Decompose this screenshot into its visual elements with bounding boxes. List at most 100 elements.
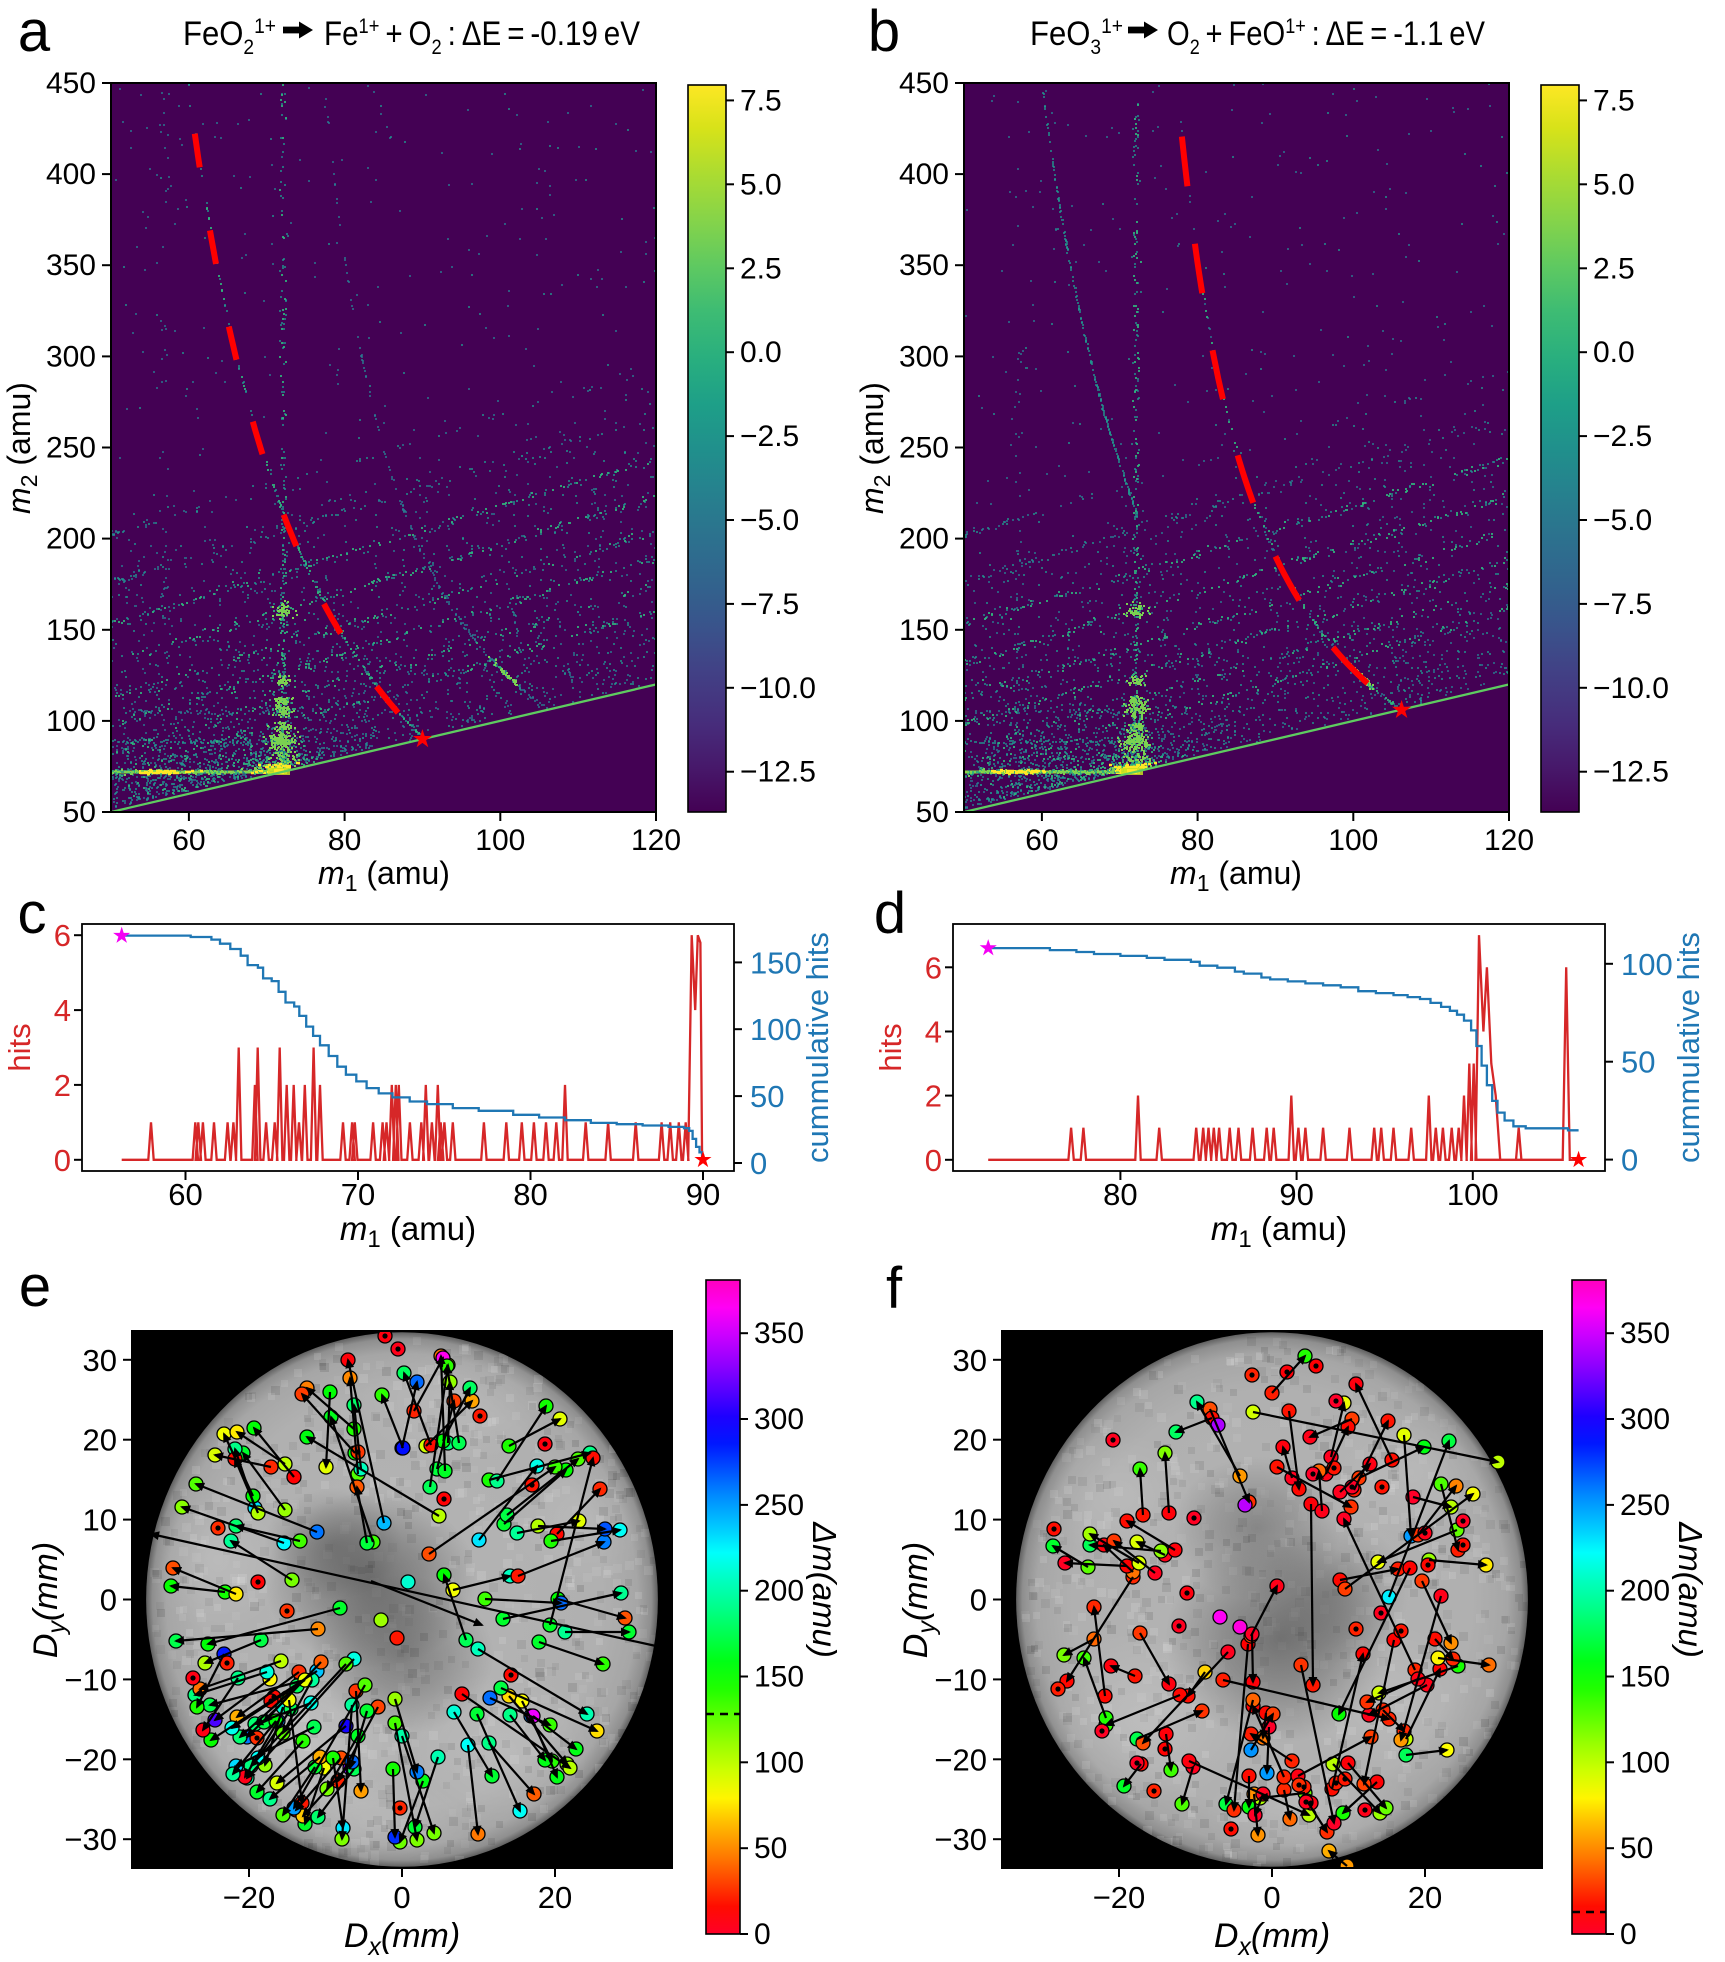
- svg-text:2.5: 2.5: [1593, 252, 1635, 285]
- svg-text:m1 (amu): m1 (amu): [340, 1210, 476, 1253]
- svg-text:0: 0: [1621, 1143, 1638, 1178]
- svg-text:250: 250: [754, 1489, 804, 1522]
- svg-text:100: 100: [1328, 824, 1378, 857]
- svg-text:400: 400: [899, 158, 949, 191]
- svg-text:Dx(mm): Dx(mm): [344, 1917, 460, 1961]
- svg-text:20: 20: [538, 1880, 572, 1915]
- svg-text:10: 10: [953, 1503, 987, 1538]
- svg-text:0: 0: [393, 1880, 410, 1915]
- svg-text:20: 20: [1408, 1880, 1442, 1915]
- svg-text:150: 150: [1620, 1661, 1670, 1694]
- svg-text:100: 100: [899, 705, 949, 738]
- svg-text:250: 250: [1620, 1489, 1670, 1522]
- svg-text:200: 200: [46, 523, 96, 556]
- svg-text:0.0: 0.0: [740, 336, 782, 369]
- svg-text:300: 300: [1620, 1403, 1670, 1436]
- svg-text:30: 30: [83, 1343, 117, 1378]
- svg-text:m2 (amu): m2 (amu): [1, 382, 42, 514]
- svg-text:cummulative hits: cummulative hits: [800, 932, 835, 1163]
- svg-text:O2 + FeO1+ : ΔE = -1.1 eV: O2 + FeO1+ : ΔE = -1.1 eV: [1167, 15, 1485, 59]
- svg-text:−5.0: −5.0: [740, 504, 799, 537]
- svg-text:150: 150: [46, 614, 96, 647]
- svg-text:−10: −10: [934, 1662, 987, 1697]
- svg-text:6: 6: [925, 950, 942, 985]
- svg-text:Dy(mm): Dy(mm): [27, 1542, 71, 1658]
- svg-text:7.5: 7.5: [1593, 84, 1635, 117]
- svg-text:90: 90: [686, 1177, 720, 1212]
- svg-text:−20: −20: [934, 1742, 987, 1777]
- svg-text:cummulative hits: cummulative hits: [1671, 932, 1706, 1163]
- svg-text:50: 50: [754, 1832, 787, 1865]
- svg-text:0: 0: [750, 1146, 767, 1181]
- svg-text:FeO31+: FeO31+: [1030, 15, 1123, 59]
- svg-text:−30: −30: [64, 1822, 117, 1857]
- svg-text:b: b: [868, 0, 900, 64]
- svg-text:−20: −20: [223, 1880, 276, 1915]
- svg-text:350: 350: [754, 1317, 804, 1350]
- svg-text:100: 100: [750, 1012, 802, 1047]
- svg-text:250: 250: [46, 432, 96, 465]
- svg-text:4: 4: [925, 1015, 942, 1050]
- svg-text:2: 2: [54, 1068, 71, 1103]
- svg-text:Dx(mm): Dx(mm): [1214, 1917, 1330, 1961]
- svg-text:hits: hits: [2, 1023, 37, 1071]
- svg-text:350: 350: [46, 249, 96, 282]
- svg-text:Fe1+ + O2 : ΔE = -0.19 eV: Fe1+ + O2 : ΔE = -0.19 eV: [324, 15, 640, 59]
- svg-text:80: 80: [513, 1177, 547, 1212]
- svg-text:50: 50: [1621, 1045, 1655, 1080]
- svg-text:d: d: [874, 881, 906, 946]
- svg-text:Δm(amu): Δm(amu): [1672, 1521, 1709, 1658]
- svg-text:100: 100: [1620, 1746, 1670, 1779]
- svg-text:0: 0: [100, 1583, 117, 1618]
- svg-text:300: 300: [46, 340, 96, 373]
- svg-text:20: 20: [953, 1423, 987, 1458]
- svg-text:100: 100: [754, 1746, 804, 1779]
- svg-text:60: 60: [168, 1177, 202, 1212]
- svg-text:120: 120: [1484, 824, 1534, 857]
- svg-text:450: 450: [46, 67, 96, 100]
- svg-text:−12.5: −12.5: [1593, 756, 1669, 789]
- svg-text:0: 0: [1620, 1918, 1637, 1951]
- svg-text:60: 60: [1025, 824, 1058, 857]
- svg-text:250: 250: [899, 432, 949, 465]
- svg-text:100: 100: [1621, 947, 1673, 982]
- svg-text:m1 (amu): m1 (amu): [1211, 1210, 1347, 1253]
- svg-text:−5.0: −5.0: [1593, 504, 1652, 537]
- svg-text:0: 0: [925, 1143, 942, 1178]
- svg-text:60: 60: [172, 824, 205, 857]
- svg-text:7.5: 7.5: [740, 84, 782, 117]
- svg-text:70: 70: [341, 1177, 375, 1212]
- svg-text:300: 300: [899, 340, 949, 373]
- svg-text:0: 0: [1263, 1880, 1280, 1915]
- svg-text:90: 90: [1279, 1177, 1313, 1212]
- svg-text:−10.0: −10.0: [1593, 672, 1669, 705]
- svg-text:80: 80: [328, 824, 361, 857]
- svg-text:2: 2: [925, 1079, 942, 1114]
- svg-text:100: 100: [46, 705, 96, 738]
- svg-text:300: 300: [754, 1403, 804, 1436]
- svg-text:−2.5: −2.5: [1593, 420, 1652, 453]
- svg-text:150: 150: [899, 614, 949, 647]
- svg-text:m1 (amu): m1 (amu): [1170, 855, 1302, 896]
- svg-text:150: 150: [754, 1661, 804, 1694]
- svg-text:c: c: [18, 881, 47, 946]
- svg-text:0.0: 0.0: [1593, 336, 1635, 369]
- svg-text:80: 80: [1103, 1177, 1137, 1212]
- svg-text:350: 350: [1620, 1317, 1670, 1350]
- svg-text:a: a: [18, 0, 51, 64]
- svg-text:m2 (amu): m2 (amu): [854, 382, 895, 514]
- svg-text:200: 200: [1620, 1575, 1670, 1608]
- svg-text:50: 50: [63, 796, 96, 829]
- svg-text:100: 100: [1447, 1177, 1499, 1212]
- svg-text:4: 4: [54, 993, 71, 1028]
- svg-text:−10.0: −10.0: [740, 672, 816, 705]
- svg-text:e: e: [19, 1254, 51, 1319]
- svg-text:m1 (amu): m1 (amu): [318, 855, 450, 896]
- svg-text:0: 0: [970, 1583, 987, 1618]
- svg-text:350: 350: [899, 249, 949, 282]
- svg-text:−7.5: −7.5: [1593, 588, 1652, 621]
- svg-text:50: 50: [750, 1079, 784, 1114]
- svg-text:5.0: 5.0: [740, 168, 782, 201]
- svg-text:20: 20: [83, 1423, 117, 1458]
- svg-text:50: 50: [916, 796, 949, 829]
